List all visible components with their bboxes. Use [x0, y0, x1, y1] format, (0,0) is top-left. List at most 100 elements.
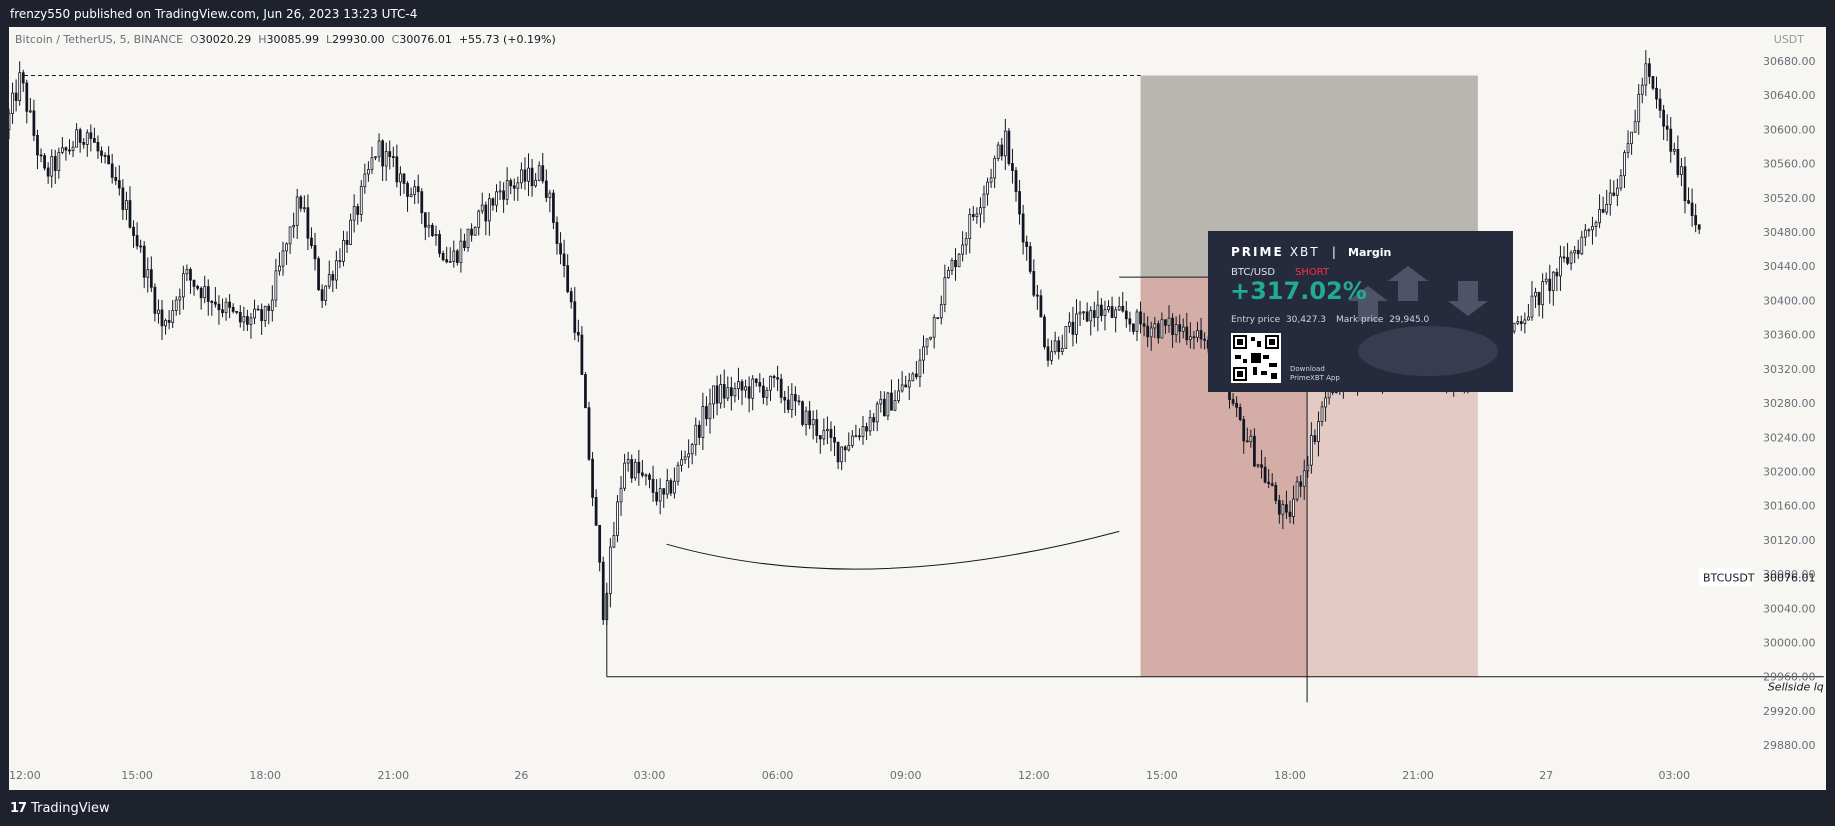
candle-body [1260, 464, 1263, 468]
candle-body [882, 398, 886, 417]
candle-body [765, 389, 769, 398]
candle [758, 373, 762, 393]
candle [858, 428, 861, 441]
tradingview-logo[interactable]: 17 TradingView [10, 801, 110, 816]
candle-body [1149, 327, 1153, 338]
candle-body [181, 273, 185, 298]
candle [1651, 76, 1655, 91]
candle-body [616, 501, 619, 536]
candle [1185, 312, 1189, 346]
candle [1644, 50, 1648, 97]
candle [459, 228, 463, 273]
candle-body [46, 167, 50, 177]
candle [1583, 223, 1587, 247]
candle-body [964, 238, 968, 246]
candle-body [740, 381, 744, 391]
candle-body [1050, 351, 1053, 361]
candle [1601, 196, 1605, 214]
candle [637, 449, 641, 486]
candle [1537, 291, 1541, 317]
candle [1519, 315, 1523, 332]
candle-body [1302, 470, 1306, 487]
candle [1566, 242, 1569, 266]
candle-body [206, 286, 210, 302]
x-tick-label: 18:00 [1274, 769, 1306, 782]
candle-body [242, 316, 246, 323]
candle [619, 476, 623, 516]
candle [922, 335, 925, 374]
candle-body [705, 406, 708, 420]
candle-body [1583, 229, 1587, 238]
candle-body [818, 435, 822, 440]
candle [1637, 84, 1641, 135]
candle [598, 524, 602, 572]
candle [939, 295, 943, 325]
qr-code-icon[interactable] [1231, 333, 1281, 383]
tradingview-logo-text: TradingView [31, 801, 110, 816]
candle-body [979, 207, 982, 215]
candle-body [580, 334, 584, 375]
candle-body [1527, 316, 1530, 321]
candle-body [801, 401, 804, 425]
candle-body [153, 286, 157, 314]
candle-body [224, 301, 228, 314]
candle-body [790, 394, 794, 410]
candle [772, 374, 776, 388]
candlestick-chart[interactable]: obSellside lq 29880.00 29920.00 29960.00 30… [9, 27, 1826, 790]
candle-body [349, 219, 352, 245]
candle-body [715, 385, 719, 404]
candle [1160, 312, 1164, 339]
candle-body [185, 269, 189, 275]
candle [1598, 194, 1601, 229]
y-tick-label: 30360.00 [1763, 329, 1816, 342]
candle [1697, 224, 1701, 235]
candle [117, 165, 121, 196]
candle-body [1292, 498, 1295, 517]
price-label-value: 30076.01 [1763, 572, 1816, 585]
candle [327, 260, 331, 290]
candle [612, 521, 616, 549]
candle [576, 319, 580, 343]
candle-body [943, 277, 947, 305]
candle-body [1555, 271, 1559, 277]
candle [601, 556, 605, 625]
candle-body [683, 456, 687, 461]
candle-body [32, 110, 36, 136]
candle-body [253, 308, 256, 319]
candle-body [160, 309, 164, 327]
candle-body [1203, 338, 1206, 341]
candle [75, 123, 78, 148]
primexbt-ad-card[interactable]: PRIME XBT | Margin BTC/USD SHORT +317.02… [1208, 231, 1513, 392]
candle-body [142, 245, 146, 278]
candle [779, 373, 783, 404]
candle [1285, 490, 1288, 519]
close-value: 30076.01 [399, 33, 452, 46]
candle [982, 185, 986, 223]
y-tick-label: 30440.00 [1763, 260, 1816, 273]
candle-body [399, 173, 402, 183]
candle [548, 189, 552, 213]
candle [502, 182, 505, 213]
candle-body [673, 480, 676, 494]
price-axis: 29880.00 29920.00 29960.00 30000.00 30040.00… [1699, 55, 1816, 752]
download-line2: PrimeXBT App [1290, 374, 1340, 382]
candle [893, 390, 897, 412]
candle-body [1270, 483, 1274, 486]
candle-body [1089, 310, 1093, 322]
currency-label: USDT [1773, 33, 1804, 46]
chart-area[interactable]: obSellside lq 29880.00 29920.00 29960.00 30… [9, 27, 1826, 790]
candle-body [39, 154, 43, 157]
candle [270, 285, 274, 322]
candle [452, 240, 456, 268]
ad-side: SHORT [1295, 267, 1330, 278]
candle [697, 420, 701, 446]
candle-body [1011, 163, 1014, 172]
candle [1181, 318, 1185, 339]
candle-body [149, 269, 153, 288]
candle-body [484, 204, 488, 222]
candle-body [1309, 435, 1313, 466]
candle-body [367, 169, 370, 175]
candle [527, 153, 530, 197]
candle-body [680, 459, 683, 466]
candle [868, 410, 872, 436]
